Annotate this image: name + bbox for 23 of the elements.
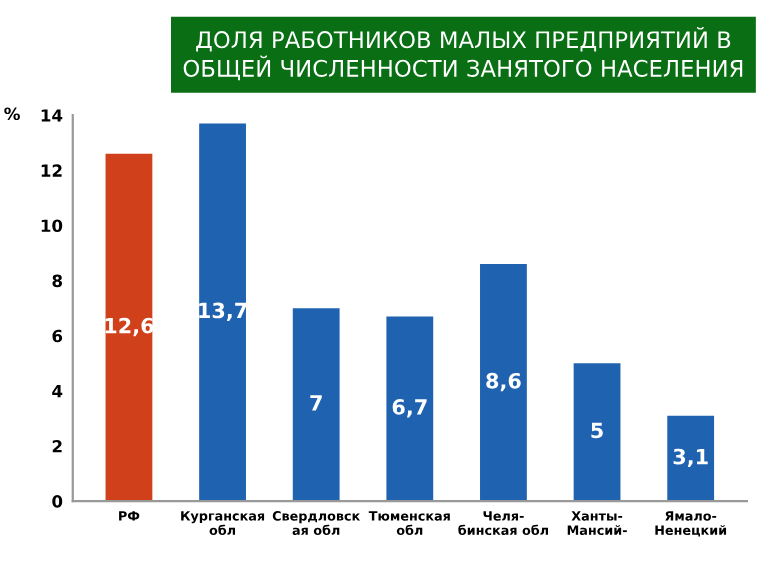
y-tick-label: 4 <box>52 385 63 398</box>
bar <box>573 363 621 502</box>
y-tick-label: 8 <box>52 274 63 288</box>
data-label: 6,7 <box>392 399 427 418</box>
bar <box>199 123 246 502</box>
data-label: 13,7 <box>199 302 247 321</box>
y-tick-label: 14 <box>41 109 63 122</box>
data-label: 7 <box>310 395 322 411</box>
data-label: 5 <box>591 422 603 439</box>
y-tick-label: 6 <box>52 329 63 343</box>
bar <box>480 264 527 502</box>
bar <box>105 153 153 502</box>
chart-title: ДОЛЯ РАБОТНИКОВ МАЛЫХ ПРЕДПРИЯТИЙ В ОБЩЕЙ ЧИСЛЕННОСТИ ЗАНЯТОГО НАСЕЛЕНИЯ <box>183 26 743 81</box>
data-label: 8,6 <box>486 372 521 392</box>
y-tick-label: 10 <box>41 219 63 233</box>
y-tick-label: 12 <box>41 164 62 177</box>
bar <box>667 415 715 502</box>
y-axis-title: % <box>4 107 20 121</box>
y-tick-label: 0 <box>52 495 63 508</box>
data-label: 3,1 <box>673 448 708 468</box>
bar <box>292 308 340 502</box>
bar <box>386 316 434 502</box>
y-tick-label: 2 <box>52 439 62 453</box>
